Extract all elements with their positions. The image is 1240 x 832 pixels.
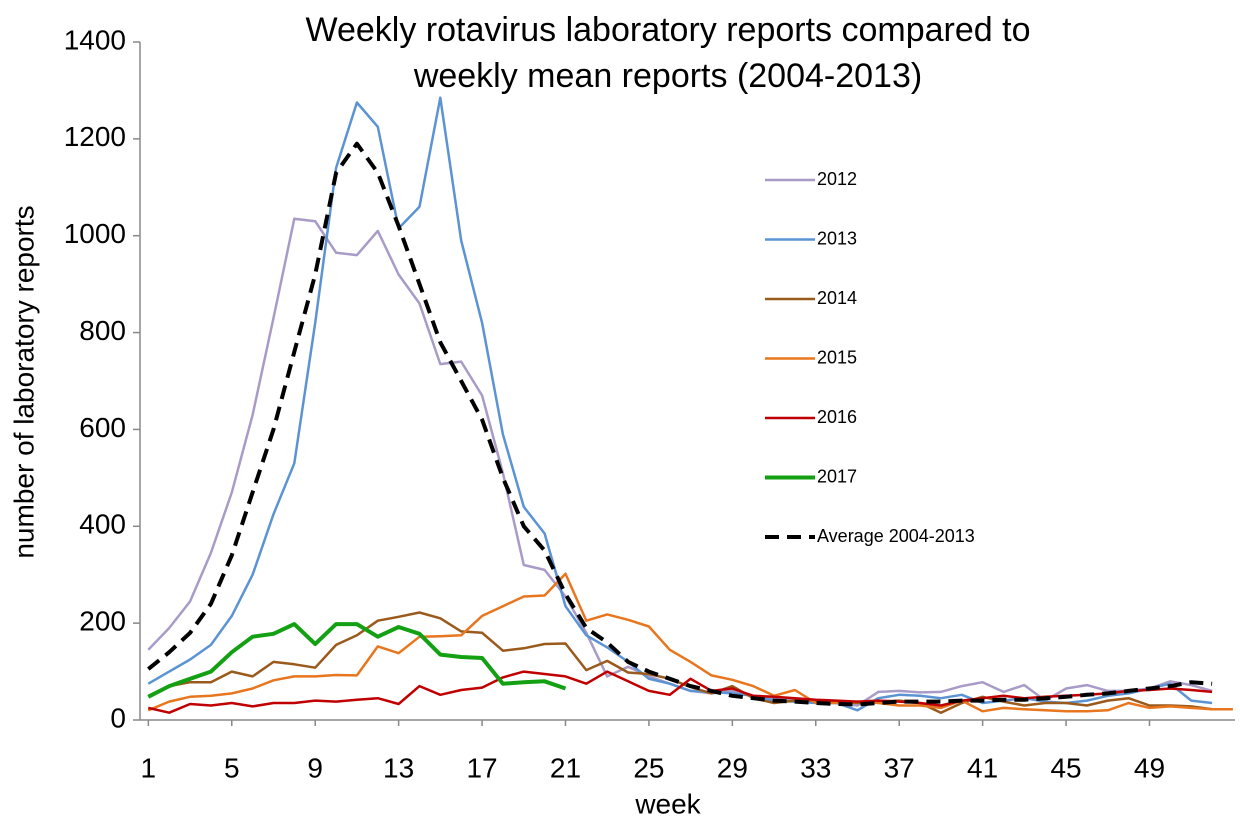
y-tick-label: 1400 [64, 24, 126, 55]
x-tick-label: 13 [383, 752, 414, 783]
series-line [147, 572, 1233, 713]
x-tick-label: 9 [307, 752, 323, 783]
y-axis-label: number of laboratory reports [8, 205, 39, 558]
x-axis-label: week [634, 788, 701, 819]
y-tick-label: 800 [79, 315, 126, 346]
y-tick-label: 200 [79, 606, 126, 637]
x-tick-label: 17 [466, 752, 497, 783]
x-tick-label: 37 [884, 752, 915, 783]
chart-title: Weekly rotavirus laboratory reports comp… [305, 11, 1030, 49]
x-tick-label: 41 [967, 752, 998, 783]
y-tick-label: 400 [79, 509, 126, 540]
legend-label: 2012 [817, 169, 857, 189]
legend-label: 2016 [817, 407, 857, 427]
legend-label: Average 2004-2013 [817, 526, 975, 546]
legend-label: 2015 [817, 347, 857, 367]
x-tick-label: 45 [1050, 752, 1081, 783]
x-tick-label: 29 [717, 752, 748, 783]
legend-label: 2013 [817, 228, 857, 248]
series-line [147, 96, 1213, 712]
series-line [147, 622, 567, 699]
y-tick-label: 1000 [64, 218, 126, 249]
x-tick-label: 25 [633, 752, 664, 783]
x-tick-label: 21 [550, 752, 581, 783]
x-tick-label: 1 [141, 752, 157, 783]
series-line [148, 670, 1213, 714]
chart-title: weekly mean reports (2004-2013) [413, 57, 922, 95]
x-tick-label: 33 [800, 752, 831, 783]
x-tick-label: 5 [224, 752, 240, 783]
series-line [147, 141, 1213, 707]
y-tick-label: 600 [79, 412, 126, 443]
legend-label: 2017 [817, 466, 857, 486]
series-line [147, 217, 1213, 707]
legend-label: 2014 [817, 288, 857, 308]
y-tick-label: 0 [110, 702, 126, 733]
series-line [147, 611, 1213, 714]
y-tick-label: 1200 [64, 121, 126, 152]
x-tick-label: 49 [1134, 752, 1165, 783]
